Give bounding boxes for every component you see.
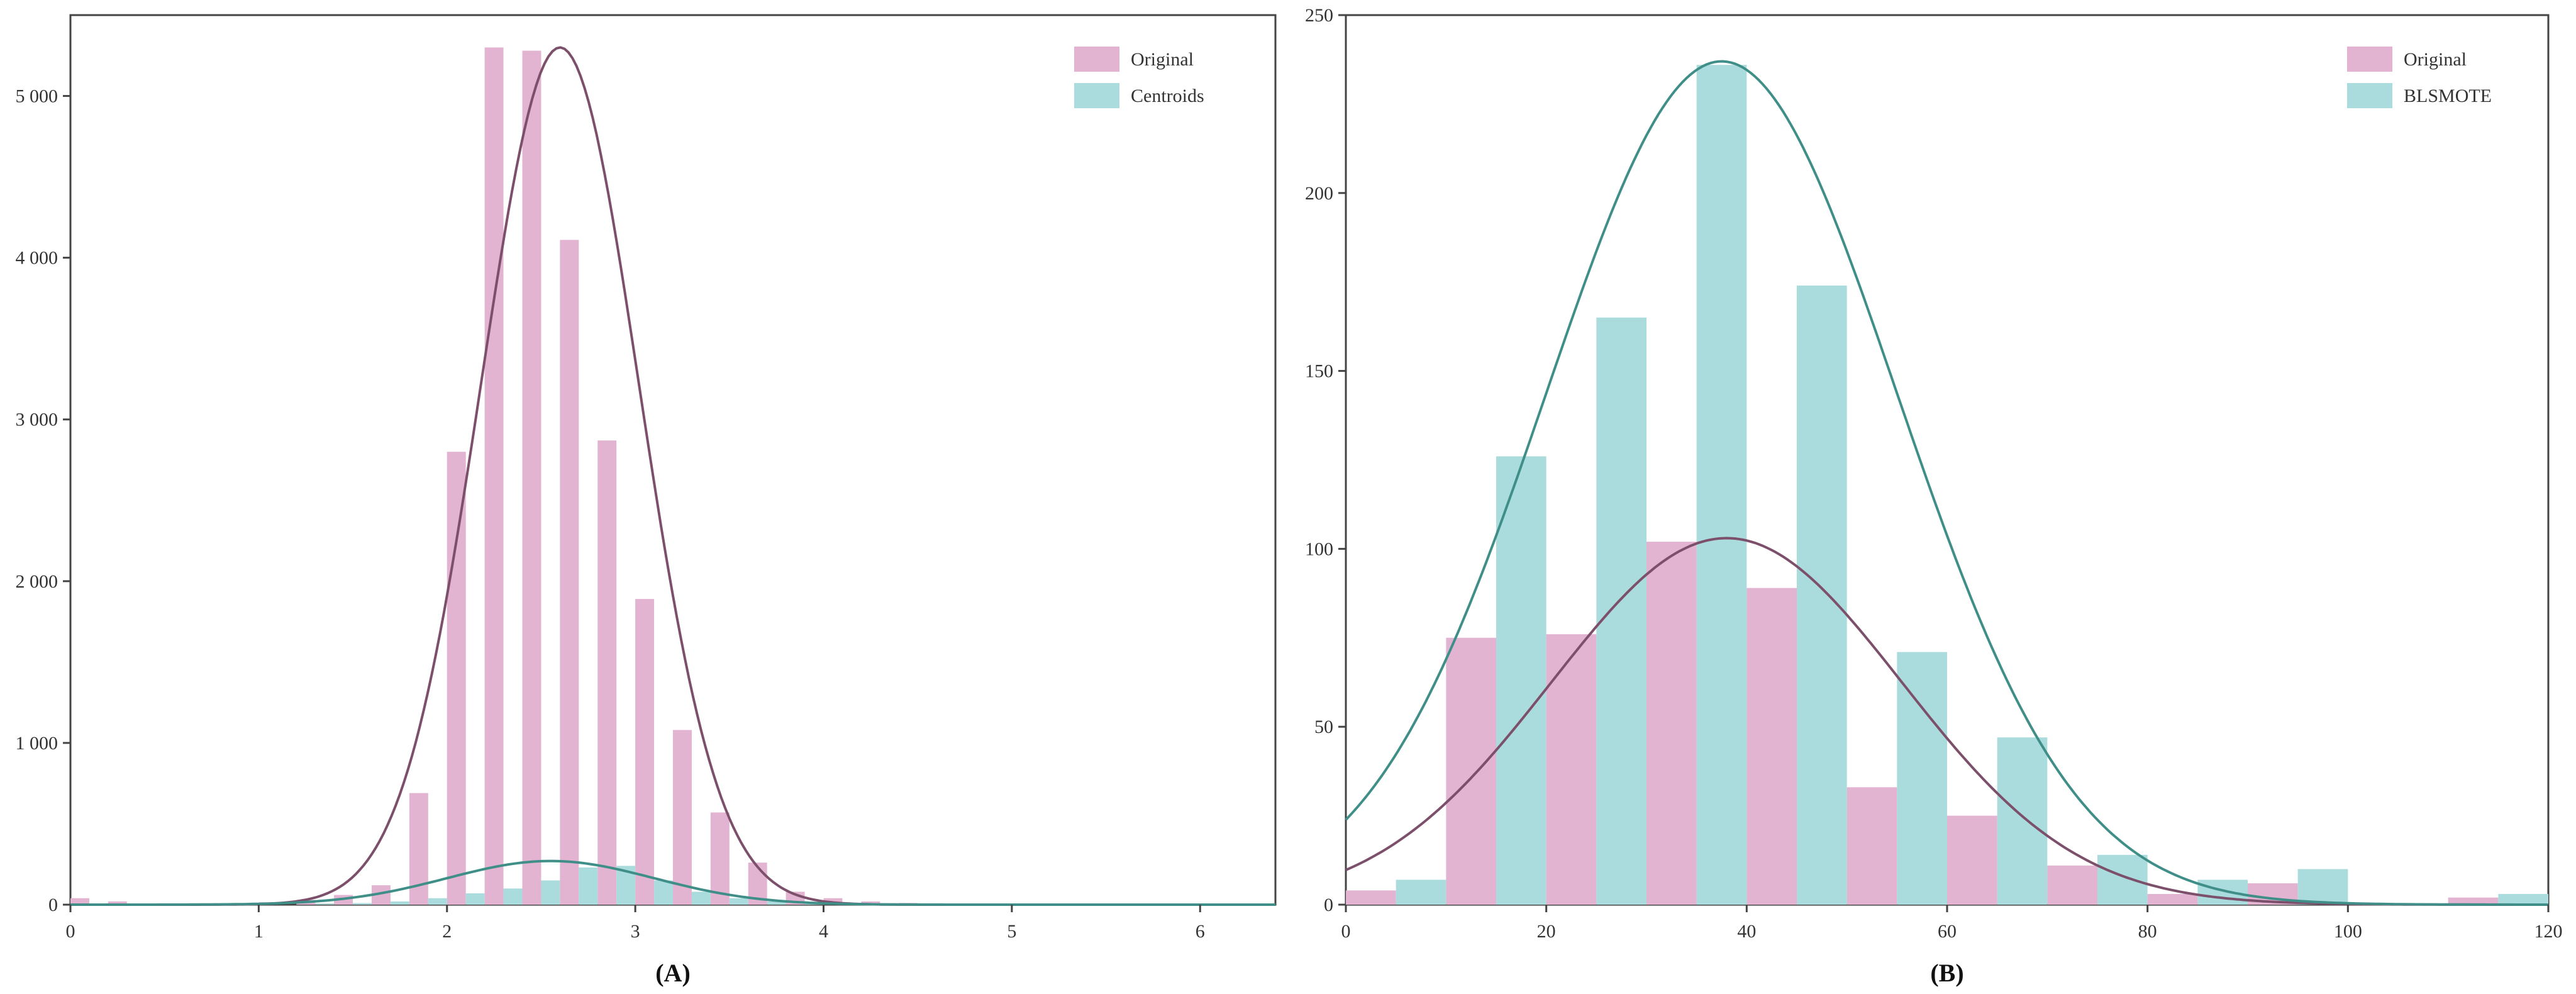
x-tick-label: 4 — [819, 921, 828, 942]
bar — [1997, 737, 2048, 905]
bar — [353, 903, 372, 905]
x-tick-label: 1 — [254, 921, 264, 942]
x-tick-label: 20 — [1537, 921, 1556, 942]
fit-curve-blsmote — [1345, 60, 2548, 906]
bar — [108, 901, 127, 905]
bar — [1646, 542, 1697, 905]
bar — [1546, 634, 1597, 905]
legend-label: BLSMOTE — [2404, 86, 2492, 106]
legend-swatch — [1074, 83, 1119, 108]
bar — [1947, 815, 1997, 905]
x-tick-label: 80 — [2138, 921, 2157, 942]
y-tick-label: 150 — [1305, 361, 1333, 382]
legend-swatch — [2347, 47, 2392, 72]
x-tick-label: 2 — [442, 921, 452, 942]
x-tick-label: 120 — [2534, 921, 2563, 942]
x-tick-label: 6 — [1196, 921, 1205, 942]
bar — [2147, 894, 2198, 905]
y-tick-label: 0 — [1324, 895, 1333, 915]
y-tick-label: 4 000 — [16, 248, 58, 269]
bar — [1897, 652, 1947, 905]
bar — [2498, 894, 2548, 905]
x-tick-label: 3 — [631, 921, 640, 942]
bar — [541, 880, 560, 905]
bar — [522, 50, 541, 905]
bar — [560, 240, 579, 905]
bar-series-centroids — [315, 866, 862, 905]
chart-panel-b: 0 20 40 60 80 100 120 0 50 100 150 200 250 (B) Origina… — [1305, 5, 2563, 987]
bar — [1396, 880, 1446, 905]
legend-label: Original — [2404, 49, 2467, 70]
bar — [390, 901, 409, 905]
fit-curve-centroids — [70, 859, 1275, 906]
y-tick-label: 3 000 — [16, 410, 58, 430]
bar — [1346, 890, 1396, 905]
y-tick-label: 1 000 — [16, 733, 58, 754]
bar — [729, 898, 748, 905]
legend-swatch — [2347, 83, 2392, 108]
bar — [635, 599, 655, 905]
panel-label: (A) — [655, 959, 691, 987]
y-tick-label: 50 — [1314, 717, 1333, 737]
bar — [2197, 880, 2248, 905]
x-tick-label: 0 — [1341, 921, 1351, 942]
bar — [691, 891, 711, 905]
bar — [1596, 317, 1646, 905]
x-tick-label: 60 — [1938, 921, 1957, 942]
bar — [70, 898, 89, 905]
bar-series-original — [1346, 542, 2499, 905]
legend: Original BLSMOTE — [2347, 47, 2492, 108]
bar — [710, 812, 730, 905]
legend: Original Centroids — [1074, 47, 1204, 108]
bar — [2448, 897, 2499, 905]
bar — [428, 898, 447, 905]
x-tick-label: 0 — [66, 921, 75, 942]
bar — [1696, 65, 1747, 905]
y-tick-label: 200 — [1305, 183, 1333, 204]
y-tick-label: 250 — [1305, 5, 1333, 26]
bar — [579, 867, 598, 905]
bar-series-blsmote — [1396, 65, 2548, 905]
bar — [315, 903, 335, 905]
bar — [447, 452, 466, 905]
panel-label: (B) — [1930, 959, 1963, 987]
bar — [503, 888, 523, 905]
x-tick-label: 100 — [2334, 921, 2362, 942]
legend-swatch — [1074, 47, 1119, 72]
legend-label: Centroids — [1131, 86, 1204, 106]
y-tick-label: 100 — [1305, 539, 1333, 559]
x-tick-label: 5 — [1007, 921, 1016, 942]
bar — [597, 440, 617, 905]
bar — [1446, 637, 1496, 905]
bar — [673, 730, 692, 905]
bar — [2047, 865, 2097, 905]
bar — [1746, 588, 1797, 905]
bar — [2097, 854, 2148, 905]
y-tick-label: 0 — [48, 895, 58, 915]
x-tick-label: 40 — [1737, 921, 1756, 942]
bar — [1846, 787, 1897, 905]
bar — [484, 47, 504, 905]
y-tick-label: 2 000 — [16, 571, 58, 592]
chart-panel-a: 0 1 2 3 4 5 6 0 1 000 2 000 3 000 4 000 5 000 (A) Orig… — [16, 14, 1277, 987]
bar-series-original — [70, 47, 918, 905]
bar — [1496, 456, 1546, 905]
bar — [465, 893, 485, 905]
legend-label: Original — [1131, 49, 1194, 70]
y-tick-label: 5 000 — [16, 86, 58, 107]
bar — [1797, 285, 1847, 905]
bar — [2297, 869, 2348, 905]
bar — [767, 901, 786, 905]
bar — [654, 880, 673, 905]
